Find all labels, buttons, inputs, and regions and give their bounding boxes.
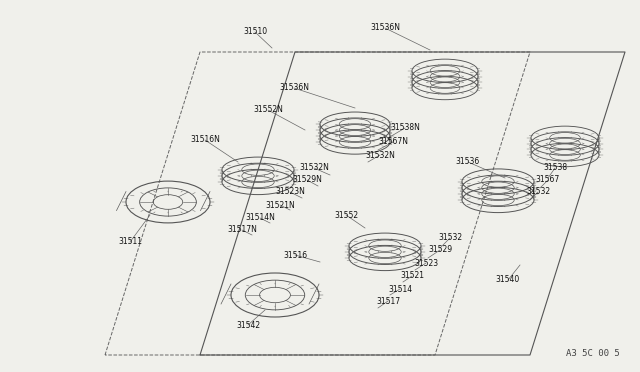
Text: 31529N: 31529N	[292, 176, 322, 185]
Text: 31514: 31514	[388, 285, 412, 294]
Text: 31521N: 31521N	[265, 201, 295, 209]
Text: 31516: 31516	[283, 250, 307, 260]
Text: 31538: 31538	[543, 164, 567, 173]
Text: 31523: 31523	[414, 259, 438, 267]
Text: 31536N: 31536N	[279, 83, 309, 93]
Text: 31516N: 31516N	[190, 135, 220, 144]
Text: 31521: 31521	[400, 272, 424, 280]
Text: 31542: 31542	[236, 321, 260, 330]
Text: 31523N: 31523N	[275, 187, 305, 196]
Text: 31567N: 31567N	[378, 138, 408, 147]
Text: 31510: 31510	[243, 28, 267, 36]
Text: 31536N: 31536N	[370, 23, 400, 32]
Text: 31552: 31552	[334, 211, 358, 219]
Text: 31540: 31540	[496, 276, 520, 285]
Text: 31532N: 31532N	[365, 151, 395, 160]
Text: 31567: 31567	[536, 176, 560, 185]
Text: 31529: 31529	[428, 246, 452, 254]
Text: 31532: 31532	[438, 234, 462, 243]
Text: 31517: 31517	[376, 296, 400, 305]
Text: 31536: 31536	[456, 157, 480, 167]
Text: 31517N: 31517N	[227, 225, 257, 234]
Text: 31511: 31511	[118, 237, 142, 247]
Text: 31532: 31532	[526, 187, 550, 196]
Text: 31552N: 31552N	[253, 106, 283, 115]
Text: A3 5C 00 5: A3 5C 00 5	[566, 349, 620, 358]
Text: 31532N: 31532N	[299, 164, 329, 173]
Text: 31514N: 31514N	[245, 214, 275, 222]
Text: 31538N: 31538N	[390, 124, 420, 132]
